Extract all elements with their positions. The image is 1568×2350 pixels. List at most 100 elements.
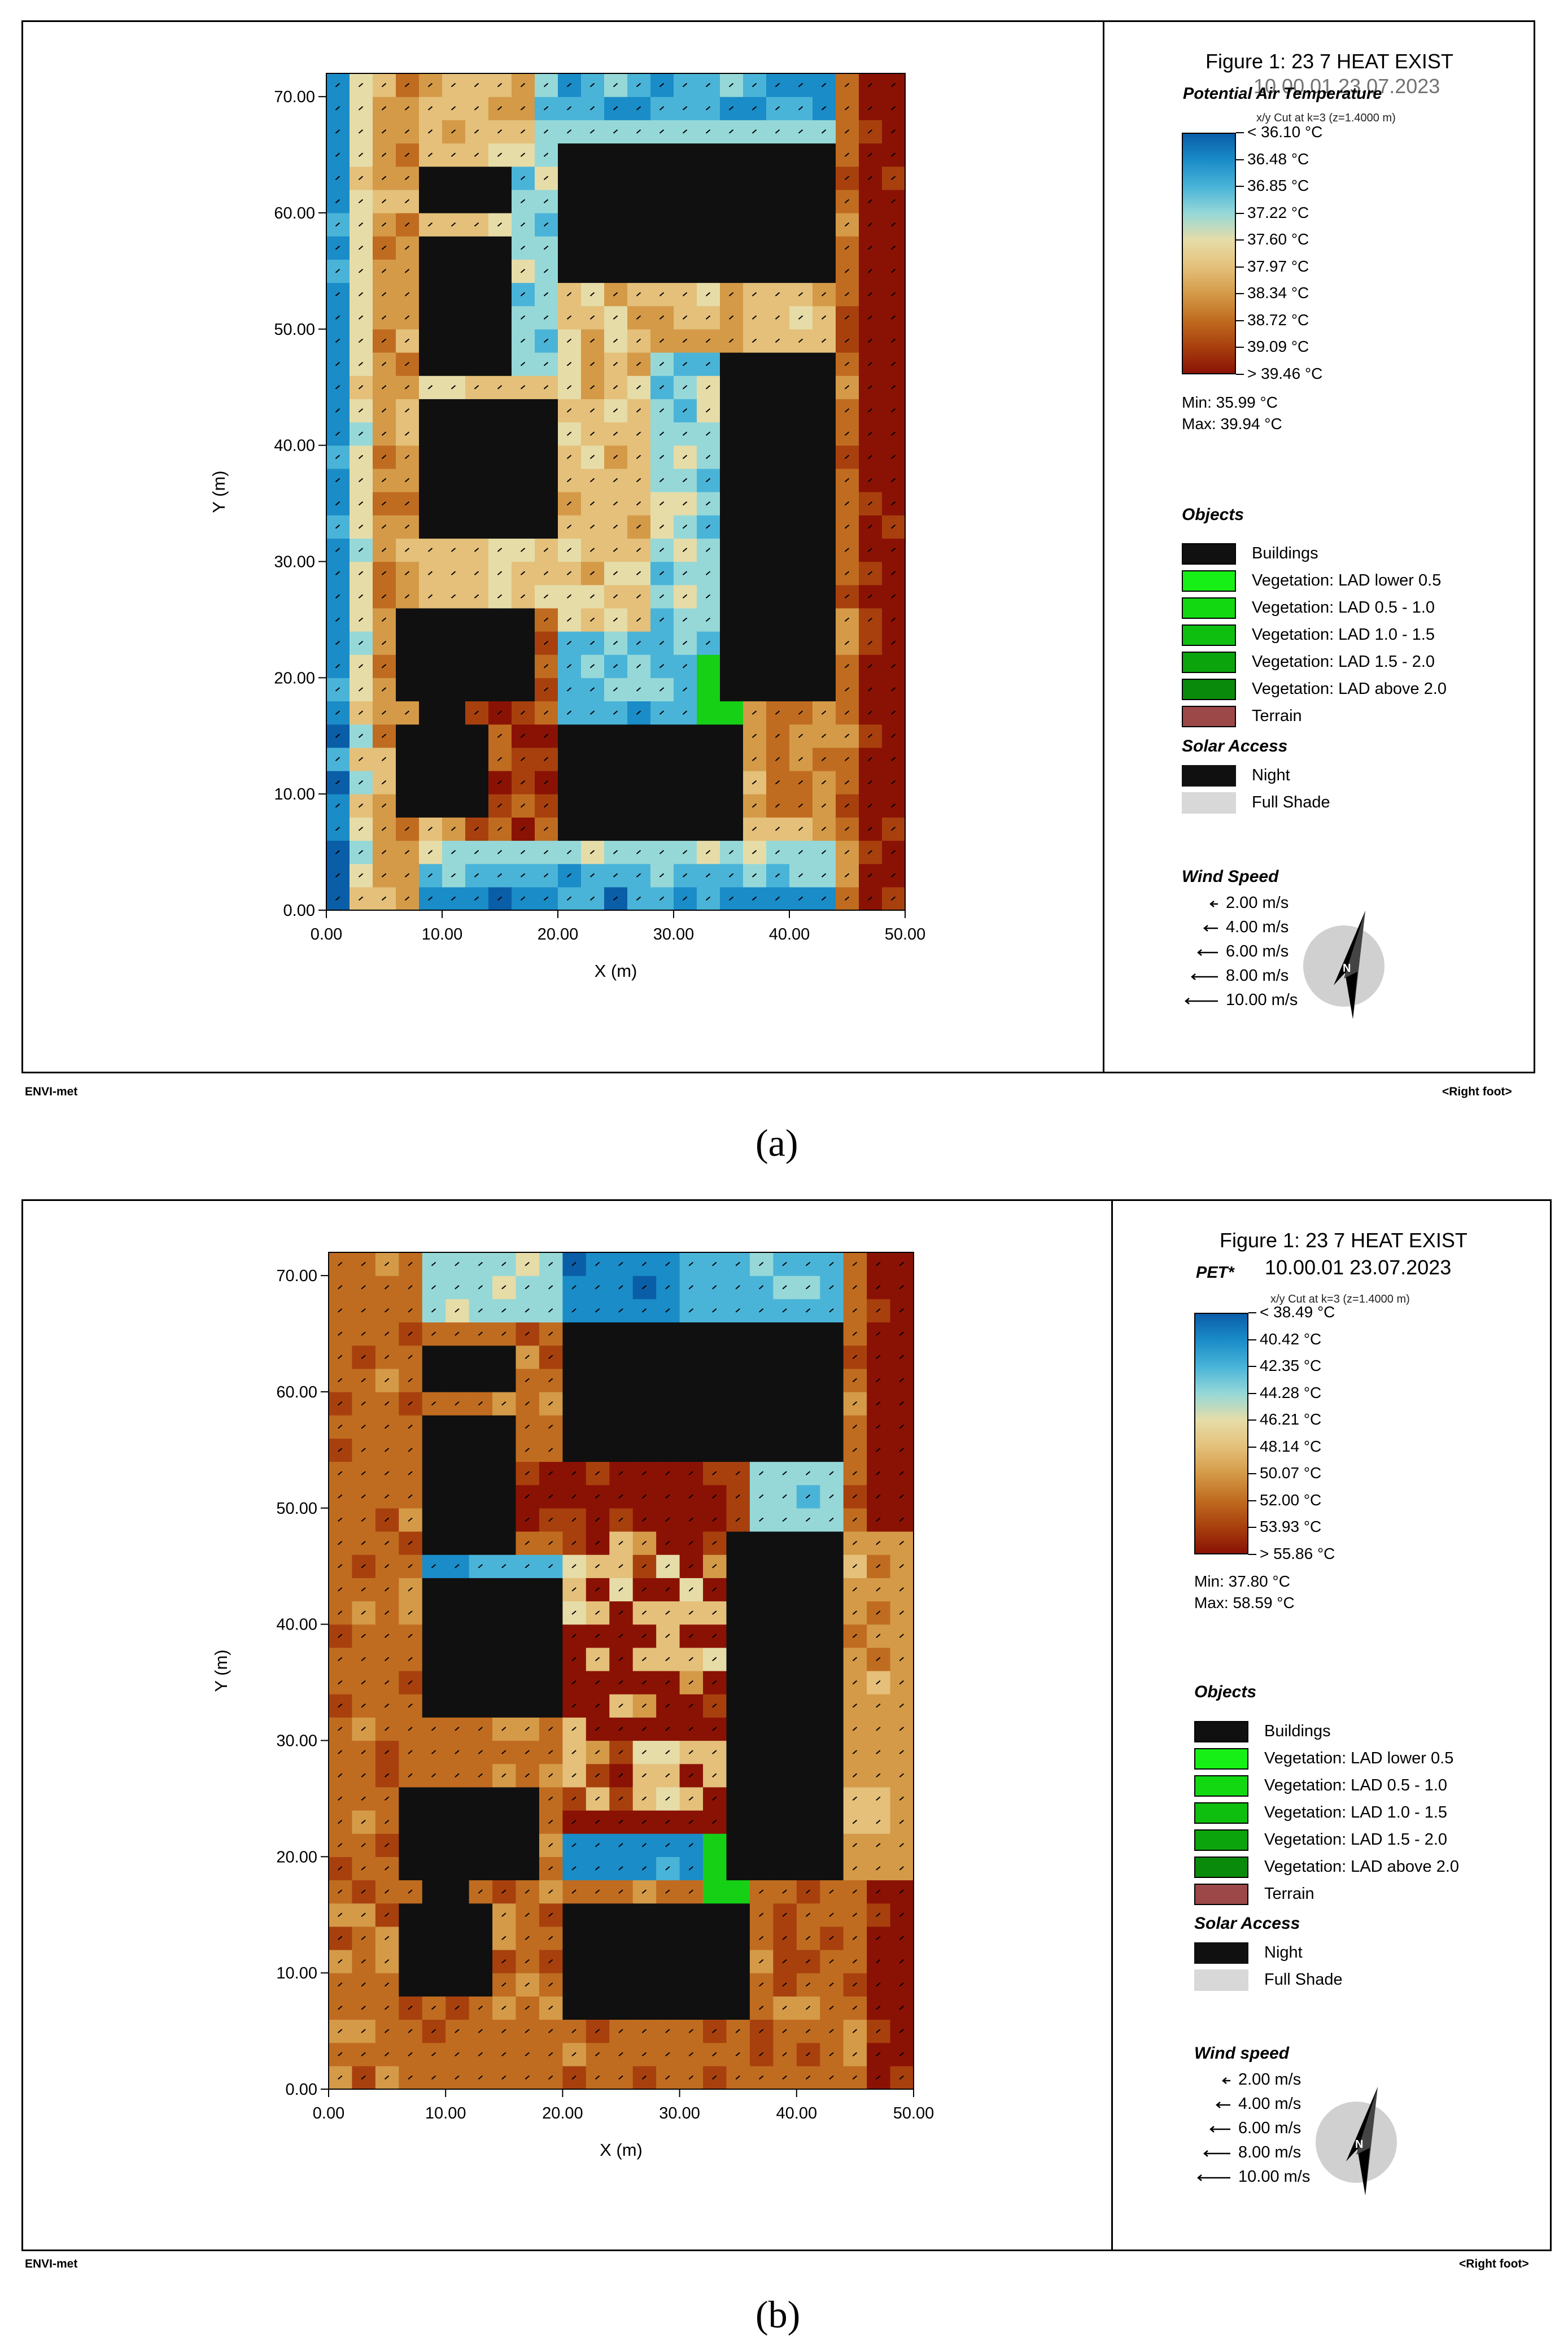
panel-a-cell (720, 468, 744, 492)
panel-a-wind-vector (867, 106, 873, 111)
panel-a-cell (789, 259, 813, 283)
panel-a-solar-label: Night (1252, 766, 1290, 784)
panel-a-wind-vector (682, 687, 688, 692)
panel-b-cell (469, 1624, 493, 1648)
panel-a-wind-vector (613, 524, 618, 529)
panel-a-wind-speed-label: 10.00 m/s (1226, 991, 1298, 1009)
panel-a-cell (535, 515, 558, 539)
panel-b-cell (820, 1601, 844, 1625)
panel-a-wind-vector (705, 548, 711, 552)
panel-a-wind-vector (566, 873, 572, 878)
panel-a-wind-vector (613, 129, 618, 134)
panel-a-wind-vector (589, 850, 595, 854)
panel-a-wind-vector (358, 710, 364, 715)
panel-a-wind-vector (335, 106, 340, 111)
panel-a-figure-title: Figure 1: 23 7 HEAT EXIST (1206, 50, 1453, 73)
panel-a-divider (1103, 22, 1104, 1072)
panel-b-footer-right: <Right foot> (1459, 2257, 1529, 2270)
panel-b-cell (820, 1694, 844, 1718)
panel-a-wind-vector (775, 896, 780, 901)
panel-a-cell (720, 608, 744, 632)
panel-a-wind-vector (659, 82, 665, 88)
panel-a-wind-vector (335, 594, 340, 599)
panel-b-cell (469, 1484, 493, 1509)
panel-a-y-tick-label: 10.00 (274, 785, 315, 803)
panel-a-wind-vector (867, 478, 873, 483)
panel-a-wind-vector (566, 687, 572, 692)
panel-a-wind-vector (497, 385, 503, 390)
panel-a-colorbar (1182, 133, 1236, 374)
panel-a-wind-vector (335, 338, 340, 343)
panel-a-cell (604, 236, 628, 260)
panel-a-cell (512, 445, 535, 469)
panel-a-wind-vector (752, 780, 757, 785)
panel-b-x-axis-title: X (m) (600, 2140, 643, 2160)
panel-a-wind-vector (566, 850, 572, 854)
panel-b-cell (749, 1438, 774, 1462)
panel-b-cell (492, 1415, 517, 1439)
panel-b-cell (726, 1531, 750, 1555)
panel-a-wind-vector (844, 478, 850, 483)
panel-b-cell (399, 1786, 423, 1811)
panel-b-cell (796, 1786, 820, 1811)
panel-a-object-label: Vegetation: LAD 1.0 - 1.5 (1252, 626, 1435, 644)
panel-a-cell (697, 794, 720, 818)
panel-a-cell (465, 608, 489, 632)
panel-b-objects-title: Objects (1194, 1683, 1257, 1701)
panel-a-wind-vector (659, 571, 665, 575)
panel-b-cell (773, 1833, 797, 1857)
panel-a-cell (535, 399, 558, 423)
panel-a-wind-vector (358, 640, 364, 645)
panel-a-cell (627, 189, 651, 213)
panel-a-wind-vector (404, 385, 410, 390)
panel-b-x-tick-label: 0.00 (313, 2104, 344, 2122)
panel-a-cell (465, 189, 489, 213)
panel-a-cell (488, 166, 512, 190)
panel-a-wind-vector (890, 269, 896, 273)
panel-a-cell (604, 143, 628, 167)
panel-a-wind-vector (381, 176, 387, 181)
panel-b-cell (399, 1857, 423, 1881)
panel-a-wind-vector (520, 361, 526, 366)
panel-b-colorbar-tick (1248, 1473, 1256, 1475)
panel-b-wind-arrow-icon (1216, 2102, 1230, 2108)
panel-a-wind-vector (497, 896, 503, 901)
panel-b-cell (773, 1554, 797, 1578)
panel-a-wind-vector (798, 780, 803, 785)
panel-a-cell (813, 375, 836, 399)
panel-a-wind-vector (427, 106, 433, 111)
panel-a-cell (442, 631, 466, 655)
panel-a-cell (743, 608, 767, 632)
panel-a-wind-vector (474, 873, 479, 878)
panel-a-cell (488, 445, 512, 469)
panel-a-wind-vector (543, 733, 549, 739)
panel-a-wind-vector (589, 431, 595, 436)
panel-a-wind-vector (636, 106, 641, 111)
panel-a-wind-vector (520, 757, 526, 762)
panel-a-cell (789, 445, 813, 469)
panel-b-cell (492, 1368, 517, 1392)
panel-b-cell (773, 1368, 797, 1392)
panel-a-cell (442, 468, 466, 492)
panel-a-wind-vector (358, 222, 364, 227)
panel-a-wind-vector (844, 385, 850, 390)
panel-a-wind-vector (890, 292, 896, 296)
panel-a-cell (743, 236, 767, 260)
panel-b-cell (469, 1368, 493, 1392)
panel-b-cell (749, 1717, 774, 1741)
panel-a-wind-vector (358, 501, 364, 506)
panel-b-cell (796, 1322, 820, 1346)
panel-a-wind-vector (427, 594, 433, 599)
panel-b-cell (539, 1647, 563, 1671)
panel-a-wind-vector (543, 687, 549, 692)
panel-b-cell (422, 1926, 446, 1950)
panel-a-wind-vector (659, 640, 665, 645)
panel-a-wind-vector (636, 338, 641, 343)
panel-a-wind-vector (705, 292, 711, 296)
panel-a-wind-vector (867, 245, 873, 250)
panel-b-cell (539, 1694, 563, 1718)
panel-a-wind-vector (636, 82, 641, 88)
panel-a-wind-vector (451, 82, 456, 88)
panel-a-wind-vector (543, 896, 549, 901)
panel-a-wind-vector (613, 385, 618, 390)
